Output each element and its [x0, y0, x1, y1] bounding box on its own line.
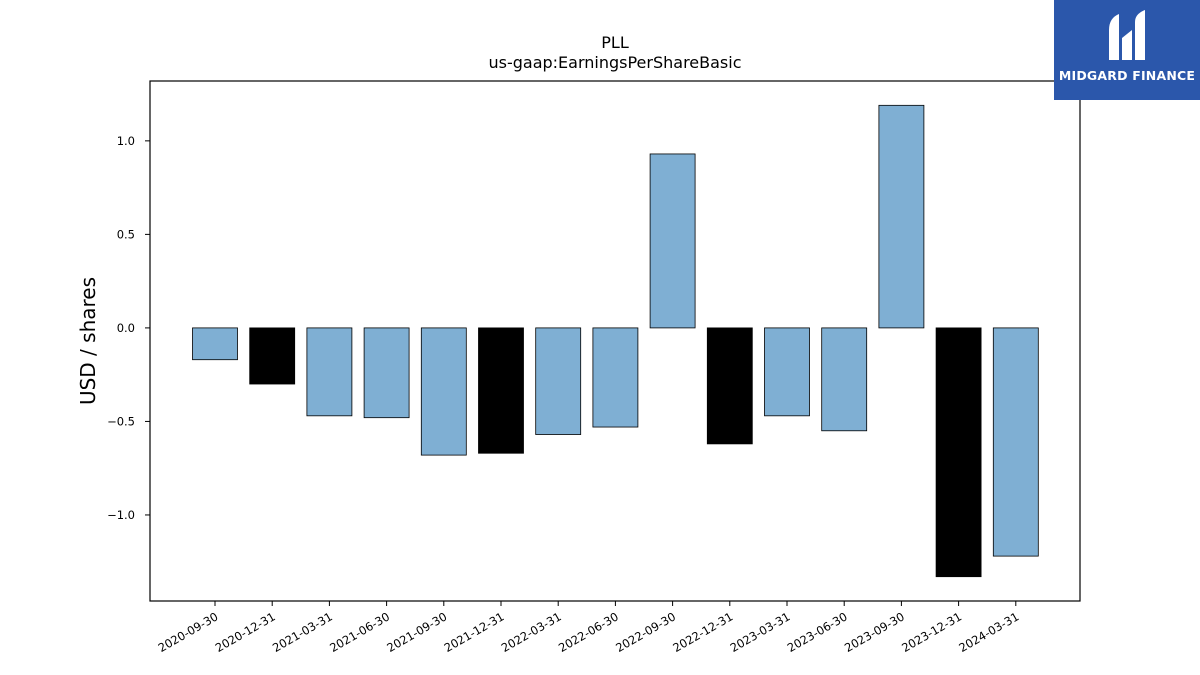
y-tick-label: 1.0 [117, 134, 135, 148]
plot-frame [149, 80, 1081, 602]
x-tick-label: 2021-03-31 [270, 609, 335, 655]
bar-2023-09-30 [878, 104, 925, 329]
x-tick-label: 2023-12-31 [899, 609, 964, 655]
bar-2023-06-30 [821, 327, 868, 432]
x-tick-label: 2022-06-30 [556, 609, 621, 655]
bar-2022-12-31 [706, 327, 753, 445]
y-tick-label: −0.5 [107, 414, 135, 428]
bar-2023-03-31 [764, 327, 810, 417]
x-tick-label: 2023-06-30 [785, 609, 850, 655]
y-tick-label: 0.5 [117, 227, 135, 241]
brand-name: MIDGARD FINANCE [1058, 68, 1196, 83]
bar-2021-03-31 [306, 327, 353, 417]
x-tick-label: 2020-09-30 [156, 609, 221, 655]
y-tick-label: −1.0 [107, 508, 135, 522]
x-tick-label: 2022-12-31 [670, 609, 735, 655]
y-tick-label: 0.0 [117, 321, 135, 335]
bars-group [192, 104, 1039, 578]
bar-2021-12-31 [478, 327, 524, 454]
x-tick-label: 2023-03-31 [728, 609, 793, 655]
bar-2022-03-31 [535, 327, 582, 435]
x-tick-label: 2022-09-30 [613, 609, 678, 655]
y-ticks-group: −1.0 −0.5 0.0 0.5 1.0 [107, 134, 150, 522]
bar-2022-06-30 [592, 327, 639, 428]
bar-2024-03-31 [992, 327, 1039, 557]
bar-2023-12-31 [935, 327, 982, 578]
x-tick-label: 2024-03-31 [956, 609, 1021, 655]
brand-mark-icon [1109, 10, 1145, 60]
x-ticks-group: 2020-09-302020-12-312021-03-312021-06-30… [156, 601, 1021, 655]
y-axis-label: USD / shares [76, 277, 100, 405]
x-tick-label: 2021-09-30 [384, 609, 449, 655]
x-tick-label: 2022-03-31 [499, 609, 564, 655]
chart-title: PLL [601, 33, 629, 52]
x-tick-label: 2021-06-30 [327, 609, 392, 655]
chart-subtitle: us-gaap:EarningsPerShareBasic [488, 53, 741, 72]
bar-2020-09-30 [192, 327, 238, 361]
bar-2022-09-30 [649, 153, 696, 329]
bar-2020-12-31 [249, 327, 296, 385]
brand-logo: MIDGARD FINANCE [1054, 0, 1200, 100]
bar-2021-09-30 [420, 327, 467, 456]
x-tick-label: 2020-12-31 [213, 609, 278, 655]
bar-2021-06-30 [363, 327, 410, 419]
x-tick-label: 2023-09-30 [842, 609, 907, 655]
x-tick-label: 2021-12-31 [442, 609, 507, 655]
